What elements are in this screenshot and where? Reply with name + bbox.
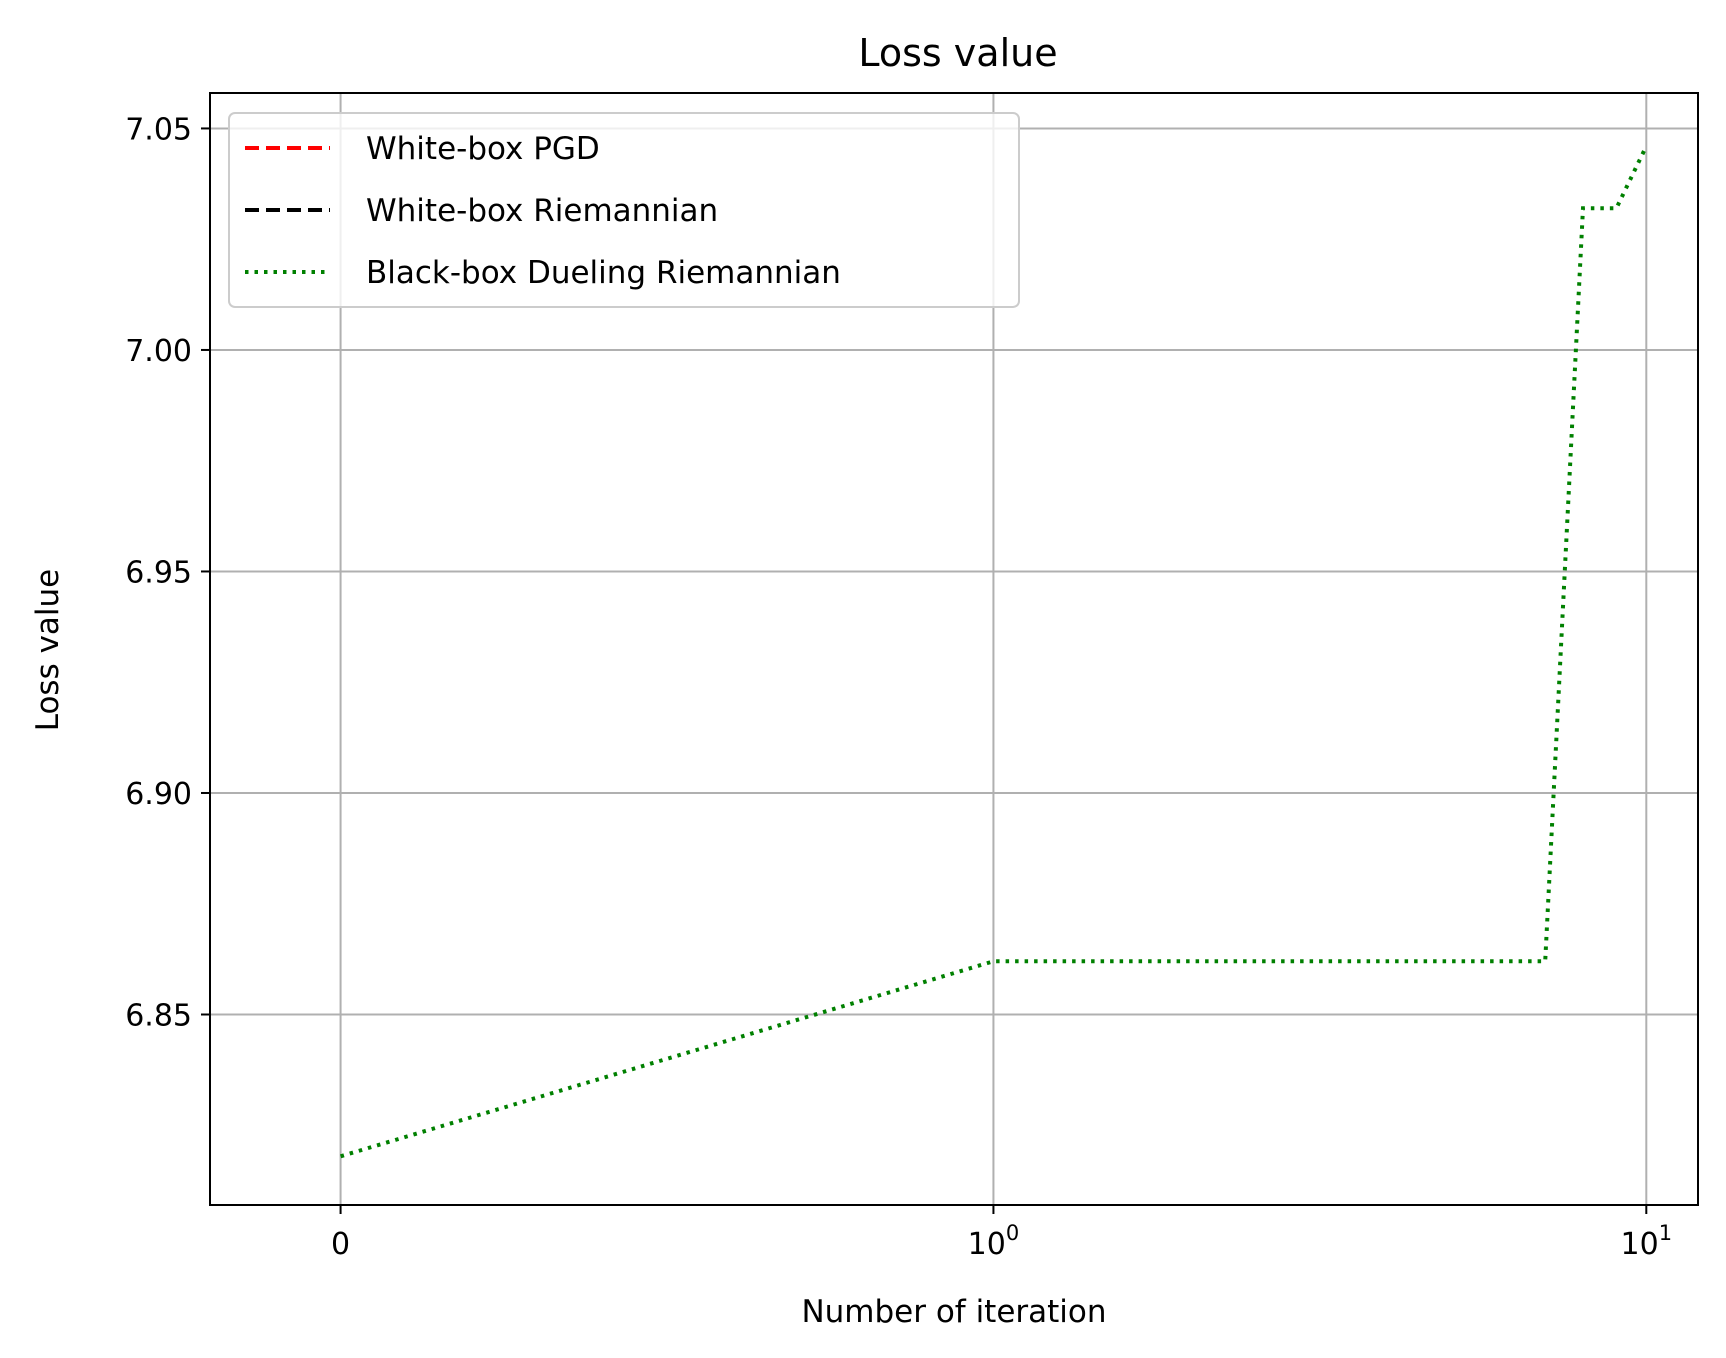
plot-frame xyxy=(209,92,1699,1206)
x-axis-label: Number of iteration xyxy=(801,1294,1106,1330)
y-tick-label: 7.05 xyxy=(125,112,192,147)
legend-label: Black-box Dueling Riemannian xyxy=(366,255,841,291)
series-lines xyxy=(340,145,1649,1159)
y-axis: 6.85 6.90 6.95 7.00 7.05 xyxy=(125,112,210,1033)
legend-items: White-box PGD White-box Riemannian Black-b… xyxy=(245,131,841,291)
series-line xyxy=(340,145,1649,1159)
legend-label: White-box PGD xyxy=(366,131,600,167)
legend: White-box PGD White-box Riemannian Black-b… xyxy=(228,112,1020,308)
legend-label: White-box Riemannian xyxy=(366,193,718,229)
x-tick-label: 100 xyxy=(968,1221,1020,1262)
y-tick-label: 6.90 xyxy=(125,777,192,812)
x-tick-label: 101 xyxy=(1621,1221,1673,1262)
x-tick-label: 0 xyxy=(331,1227,350,1262)
x-axis: 0 100 101 xyxy=(331,1205,1672,1262)
chart-title: Loss value xyxy=(858,31,1057,75)
y-tick-label: 6.85 xyxy=(125,998,192,1033)
y-tick-label: 6.95 xyxy=(125,555,192,590)
y-axis-label: Loss value xyxy=(30,569,66,732)
y-tick-label: 7.00 xyxy=(125,334,192,369)
legend-box xyxy=(228,112,1020,308)
